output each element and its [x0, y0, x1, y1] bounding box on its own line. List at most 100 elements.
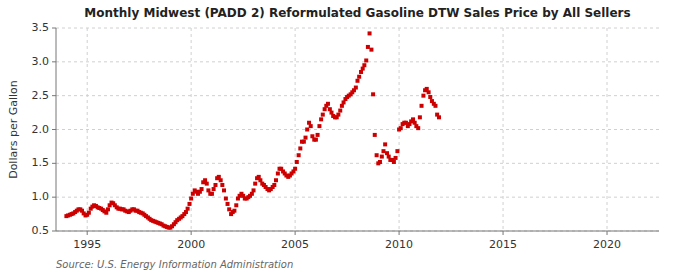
point	[381, 149, 385, 153]
point	[253, 182, 257, 186]
point	[274, 178, 278, 182]
point	[226, 202, 230, 206]
grid-line	[295, 28, 296, 231]
title: Monthly Midwest (PADD 2) Reformulated Ga…	[84, 6, 630, 20]
point	[298, 146, 302, 150]
point	[234, 203, 238, 207]
point	[336, 113, 340, 117]
tick	[399, 231, 400, 235]
tick	[52, 95, 56, 96]
grid-line	[56, 95, 659, 96]
y-axis-label: Dollars per Gallon	[7, 80, 20, 179]
tick-label: 2.5	[32, 89, 50, 102]
tick-label: 0.5	[32, 224, 50, 237]
point	[421, 94, 425, 98]
point	[224, 197, 228, 201]
point	[272, 183, 276, 187]
grid-line	[191, 28, 192, 231]
point	[383, 142, 387, 146]
tick	[52, 163, 56, 164]
tick-label: 1.5	[32, 156, 50, 169]
tick	[191, 231, 192, 235]
grid-line	[503, 28, 504, 231]
point	[338, 109, 342, 113]
grid	[56, 28, 659, 231]
point	[304, 136, 308, 140]
points	[64, 31, 441, 229]
point	[222, 188, 226, 192]
point	[368, 31, 372, 35]
point	[319, 117, 323, 121]
point	[354, 86, 358, 90]
point	[428, 95, 432, 99]
tick-label: 3.0	[32, 55, 50, 68]
point	[293, 167, 297, 171]
point	[316, 133, 320, 137]
tick-label: 1.0	[32, 190, 50, 203]
point	[420, 104, 424, 108]
y-axis-line	[56, 28, 57, 231]
tick-label: 3.5	[32, 21, 50, 34]
grid-line	[56, 197, 659, 198]
grid-line	[607, 28, 608, 231]
grid-line	[56, 129, 659, 130]
point	[357, 75, 361, 79]
grid-line	[56, 28, 659, 29]
point	[227, 207, 231, 211]
point	[187, 202, 191, 206]
tick	[295, 231, 296, 235]
tick	[607, 231, 608, 235]
point	[252, 188, 256, 192]
chart: 0.5 1.0 1.5 2.0 2.5 3.0 3.5 1995 2000 2005 2010 201…	[0, 0, 675, 275]
point	[212, 187, 216, 191]
point	[314, 138, 318, 142]
point	[380, 155, 384, 159]
tick-label: 2010	[385, 238, 413, 251]
point	[317, 124, 321, 128]
tick	[87, 231, 88, 235]
point	[295, 160, 299, 164]
point	[371, 92, 375, 96]
point	[427, 90, 431, 94]
point	[297, 153, 301, 157]
point	[200, 187, 204, 191]
point	[326, 102, 330, 106]
tick	[52, 231, 56, 232]
tick-label: 1995	[73, 238, 101, 251]
point	[373, 133, 377, 137]
grid-line	[56, 231, 659, 232]
tick	[52, 129, 56, 130]
grid-line	[56, 163, 659, 164]
point	[321, 113, 325, 117]
point	[378, 160, 382, 164]
tick	[52, 28, 56, 29]
tick-label: 2005	[281, 238, 309, 251]
point	[362, 63, 366, 67]
point	[309, 124, 313, 128]
tick-label: 2000	[177, 238, 205, 251]
point	[433, 104, 437, 108]
point	[395, 149, 399, 153]
point	[305, 128, 309, 132]
tick	[503, 231, 504, 235]
point	[399, 126, 403, 130]
point	[356, 79, 360, 83]
point	[219, 178, 223, 182]
point	[394, 156, 398, 160]
tick	[52, 61, 56, 62]
tick-label: 2.0	[32, 123, 50, 136]
tick-label: 2015	[489, 238, 517, 251]
tick	[52, 197, 56, 198]
point	[392, 160, 396, 164]
point	[87, 211, 91, 215]
point	[213, 183, 217, 187]
point	[418, 115, 422, 119]
point	[210, 192, 214, 196]
point	[220, 183, 224, 187]
point	[232, 209, 236, 213]
point	[276, 171, 280, 175]
point	[106, 207, 110, 211]
point	[364, 58, 368, 62]
point	[437, 115, 441, 119]
point	[205, 182, 209, 186]
